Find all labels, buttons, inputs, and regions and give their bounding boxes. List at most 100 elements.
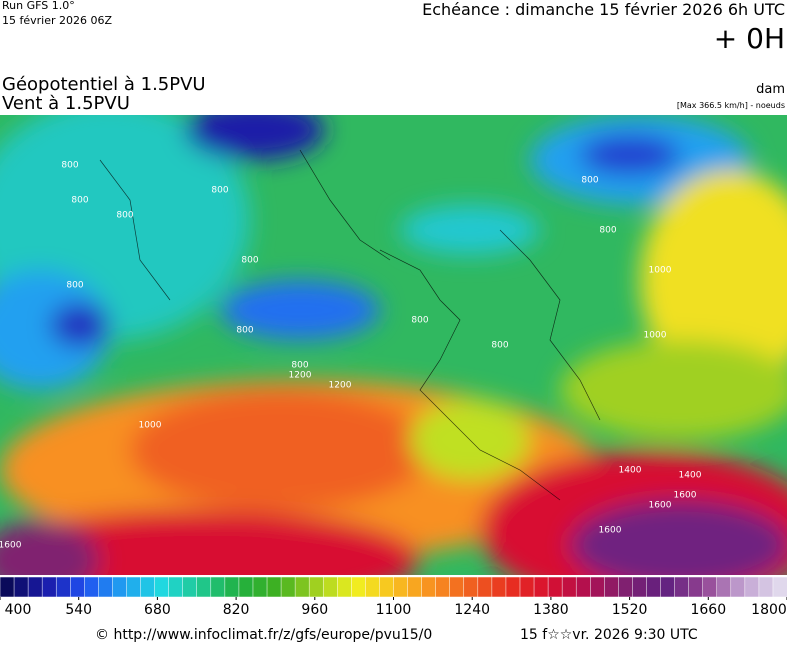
scale-label: 1380 xyxy=(533,602,569,618)
scale-swatch xyxy=(449,576,465,598)
scale-swatch xyxy=(182,576,198,598)
contour-label: 800 xyxy=(411,316,428,326)
scale-swatch xyxy=(210,576,226,598)
scale-swatch xyxy=(660,576,676,598)
contour-label: 1400 xyxy=(619,466,642,476)
scale-swatch xyxy=(758,576,774,598)
scale-swatch xyxy=(702,576,718,598)
scale-swatch xyxy=(730,576,746,598)
contour-label: 800 xyxy=(61,161,78,171)
run-label: Run GFS 1.0° xyxy=(2,0,75,12)
scale-swatch xyxy=(84,576,100,598)
scale-swatch xyxy=(505,576,521,598)
scale-swatch xyxy=(98,576,114,598)
scale-swatch xyxy=(196,576,212,598)
contour-label: 800 xyxy=(211,186,228,196)
scale-swatch xyxy=(154,576,170,598)
contour-label: 800 xyxy=(71,196,88,206)
scale-swatch xyxy=(252,576,268,598)
scale-swatch xyxy=(618,576,634,598)
scale-swatch xyxy=(688,576,704,598)
title-1: Géopotentiel à 1.5PVU xyxy=(2,74,206,95)
scale-swatch xyxy=(140,576,156,598)
scale-label: 960 xyxy=(301,602,328,618)
scale-swatch xyxy=(266,576,282,598)
scale-label: 1660 xyxy=(690,602,726,618)
scale-swatch xyxy=(674,576,690,598)
valid-time: Echéance : dimanche 15 février 2026 6h U… xyxy=(422,0,785,19)
scale-swatch xyxy=(322,576,339,598)
scale-label: 540 xyxy=(65,602,92,618)
scale-swatch xyxy=(519,576,535,598)
contour-label: 800 xyxy=(236,326,253,336)
scale-swatch xyxy=(561,576,577,598)
scale-label: 680 xyxy=(144,602,171,618)
scale-swatch xyxy=(337,576,353,598)
scale-label: 1100 xyxy=(376,602,412,618)
scale-swatch xyxy=(491,576,507,598)
scale-swatch xyxy=(772,576,787,598)
contour-label: 800 xyxy=(491,341,508,351)
contour-label: 1200 xyxy=(329,381,352,391)
scale-swatch xyxy=(13,576,29,598)
scale-swatch xyxy=(604,576,620,598)
scale-swatch xyxy=(632,576,648,598)
scale-swatch xyxy=(547,576,563,598)
max-note: [Max 366.5 km/h] - noeuds xyxy=(677,101,785,110)
contour-label: 1000 xyxy=(644,331,667,341)
scale-swatch xyxy=(533,576,549,598)
contour-label: 1000 xyxy=(139,421,162,431)
scale-swatch xyxy=(646,576,662,598)
title-2: Vent à 1.5PVU xyxy=(2,93,130,114)
contour-label: 1400 xyxy=(679,471,702,481)
lead-time: + 0H xyxy=(714,22,785,55)
scale-swatch xyxy=(744,576,760,598)
scale-swatch xyxy=(716,576,732,598)
unit: dam xyxy=(756,82,785,97)
scale-swatch xyxy=(463,576,479,598)
scale-label: 1800 xyxy=(751,602,787,618)
scale-swatch xyxy=(168,576,184,598)
scale-swatch xyxy=(126,576,142,598)
scale-swatch xyxy=(351,576,367,598)
contour-label: 800 xyxy=(599,226,616,236)
contour-label: 1600 xyxy=(649,501,672,511)
contour-label: 800 xyxy=(291,361,308,371)
color-scale: 400 540 680 820 960 1100 1240 1380 1520 1660 1800 xyxy=(0,576,787,618)
contour-labels: 800 800 800 800 800 800 800 800 800 800 800 800 1000… xyxy=(0,161,702,551)
scale-swatch xyxy=(55,576,72,598)
contour-label: 1200 xyxy=(289,371,312,381)
contour-label: 1600 xyxy=(674,491,697,501)
scale-swatch xyxy=(294,576,310,598)
scale-swatch xyxy=(308,576,324,598)
scale-label: 400 xyxy=(5,602,32,618)
contour-label: 800 xyxy=(581,176,598,186)
contour-label: 800 xyxy=(241,256,258,266)
run-date: 15 février 2026 06Z xyxy=(2,14,112,27)
contour-label: 1000 xyxy=(649,266,672,276)
scale-swatch xyxy=(435,576,451,598)
scale-swatch xyxy=(41,576,57,598)
scale-swatch xyxy=(379,576,395,598)
scale-swatch xyxy=(407,576,423,598)
source: © http://www.infoclimat.fr/z/gfs/europe/… xyxy=(95,627,432,643)
scale-swatch xyxy=(224,576,240,598)
scale-swatch xyxy=(421,576,437,598)
scale-swatch xyxy=(575,576,591,598)
scale-swatch xyxy=(238,576,254,598)
scale-swatch xyxy=(70,576,86,598)
contour-label: 800 xyxy=(66,281,83,291)
map xyxy=(0,115,787,575)
scale-swatch xyxy=(590,576,606,598)
scale-swatch xyxy=(477,576,493,598)
scale-swatch xyxy=(112,576,128,598)
scale-label: 1240 xyxy=(454,602,490,618)
contour-label: 1600 xyxy=(0,541,22,551)
scale-label: 1520 xyxy=(612,602,648,618)
contour-label: 1600 xyxy=(599,526,622,536)
contour-label: 800 xyxy=(116,211,133,221)
scale-swatch xyxy=(0,576,15,598)
scale-swatch xyxy=(280,576,296,598)
scale-swatch xyxy=(27,576,43,598)
